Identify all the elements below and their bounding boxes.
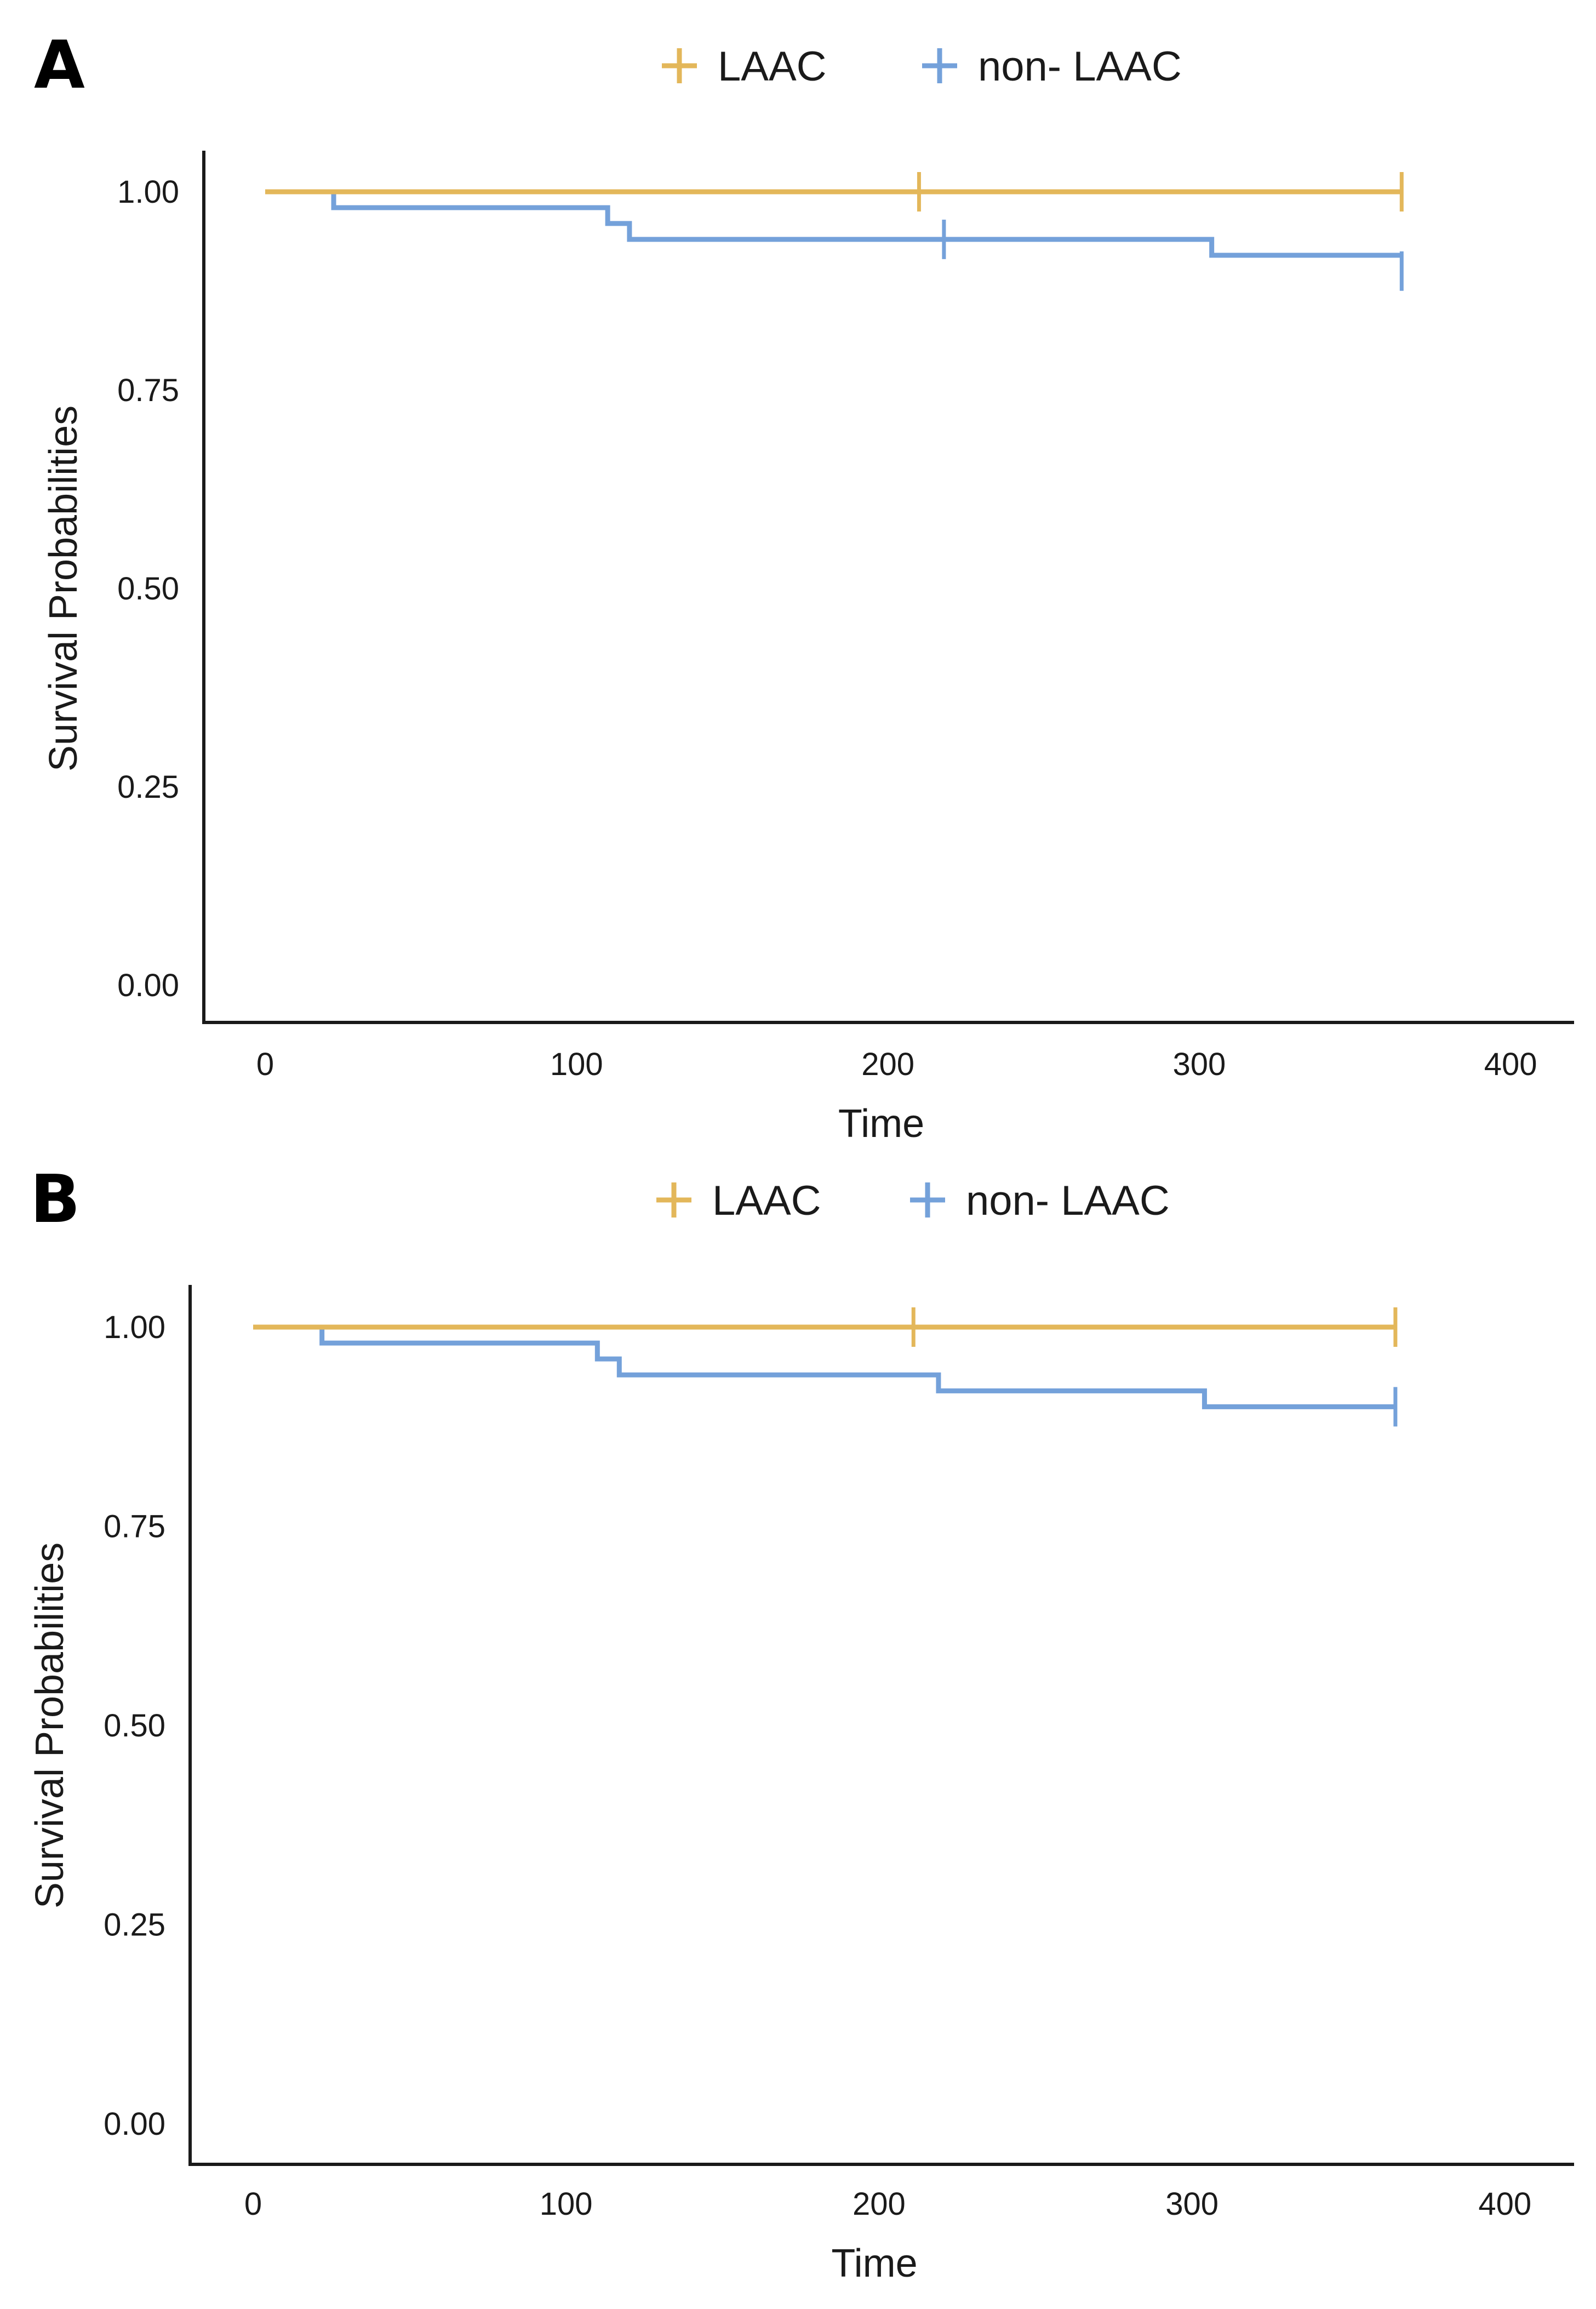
legend-label-0: LAAC bbox=[712, 1178, 821, 1224]
legend-label-0: LAAC bbox=[718, 43, 827, 90]
x-tick-label: 100 bbox=[550, 1047, 603, 1082]
series-non-laac bbox=[253, 1324, 1398, 1427]
panel-label: B bbox=[30, 1162, 80, 1238]
panel-b: B LAAC non- LAAC 0.00 0.25 0.50 0.75 1.00 0 100 20… bbox=[28, 1162, 1574, 2285]
y-tick-label: 0.00 bbox=[104, 2106, 165, 2142]
legend: LAAC non- LAAC bbox=[656, 1178, 1170, 1224]
x-tick-label: 300 bbox=[1173, 1047, 1226, 1082]
y-axis-title: Survival Probabilities bbox=[42, 405, 85, 771]
km-step-line bbox=[253, 1324, 1395, 1409]
x-axis-title: Time bbox=[838, 1102, 924, 1146]
x-tick-label: 400 bbox=[1478, 2186, 1531, 2222]
x-tick-label: 200 bbox=[861, 1047, 914, 1082]
x-tick-label: 300 bbox=[1165, 2186, 1219, 2222]
legend-label-1: non- LAAC bbox=[966, 1178, 1170, 1224]
panel-label: A bbox=[34, 27, 85, 104]
x-axis-title: Time bbox=[831, 2242, 917, 2285]
legend: LAAC non- LAAC bbox=[662, 43, 1182, 90]
y-tick-label: 0.25 bbox=[117, 769, 179, 805]
x-tick-label: 100 bbox=[540, 2186, 593, 2222]
x-tick-label: 400 bbox=[1484, 1047, 1537, 1082]
y-tick-label: 0.25 bbox=[104, 1907, 165, 1943]
y-axis-title: Survival Probabilities bbox=[28, 1542, 72, 1908]
y-tick-label: 0.75 bbox=[104, 1509, 165, 1545]
y-tick-label: 0.75 bbox=[117, 373, 179, 408]
legend-label-1: non- LAAC bbox=[978, 43, 1182, 90]
x-tick-label: 0 bbox=[244, 2186, 262, 2222]
y-tick-label: 0.50 bbox=[117, 571, 179, 607]
series-laac bbox=[253, 1307, 1398, 1347]
km-step-line bbox=[265, 189, 1402, 258]
y-tick-label: 1.00 bbox=[104, 1310, 165, 1345]
y-tick-label: 0.00 bbox=[117, 968, 179, 1003]
y-tick-label: 0.50 bbox=[104, 1708, 165, 1744]
series-non-laac bbox=[265, 189, 1404, 291]
x-tick-label: 0 bbox=[256, 1047, 274, 1082]
series-laac bbox=[265, 172, 1404, 212]
x-tick-label: 200 bbox=[853, 2186, 906, 2222]
panel-a: A LAAC non- LAAC 0.00 0.25 0.50 0.75 1.00 0 100 20… bbox=[34, 27, 1574, 1146]
y-tick-label: 1.00 bbox=[117, 174, 179, 210]
